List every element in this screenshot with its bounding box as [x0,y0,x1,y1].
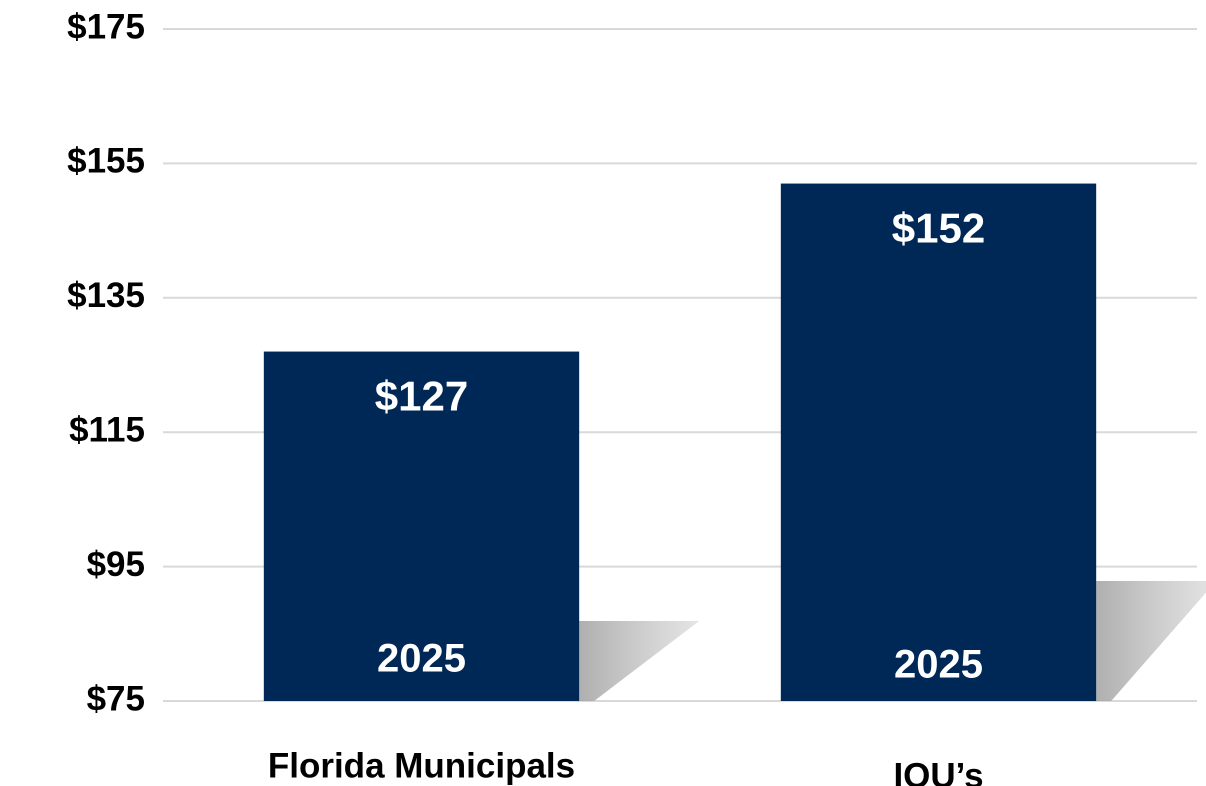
bar-inner-label: 2025 [377,637,466,681]
y-tick-label: $175 [67,7,145,46]
bar-shadow [1096,581,1206,701]
y-tick-label: $135 [67,276,145,315]
bar [263,351,580,701]
x-tick-label: IOU’s [893,756,983,786]
bar [780,183,1097,701]
y-tick-label: $95 [87,545,145,584]
y-tick-label: $155 [67,142,145,181]
bar-inner-label: 2025 [894,643,983,687]
x-tick-label: Florida Municipals [268,746,575,785]
value-label: $152 [892,205,985,252]
y-tick-label: $115 [69,410,145,449]
bar-shadow [579,621,700,701]
value-label: $127 [375,373,468,420]
y-tick-label: $75 [87,679,145,718]
